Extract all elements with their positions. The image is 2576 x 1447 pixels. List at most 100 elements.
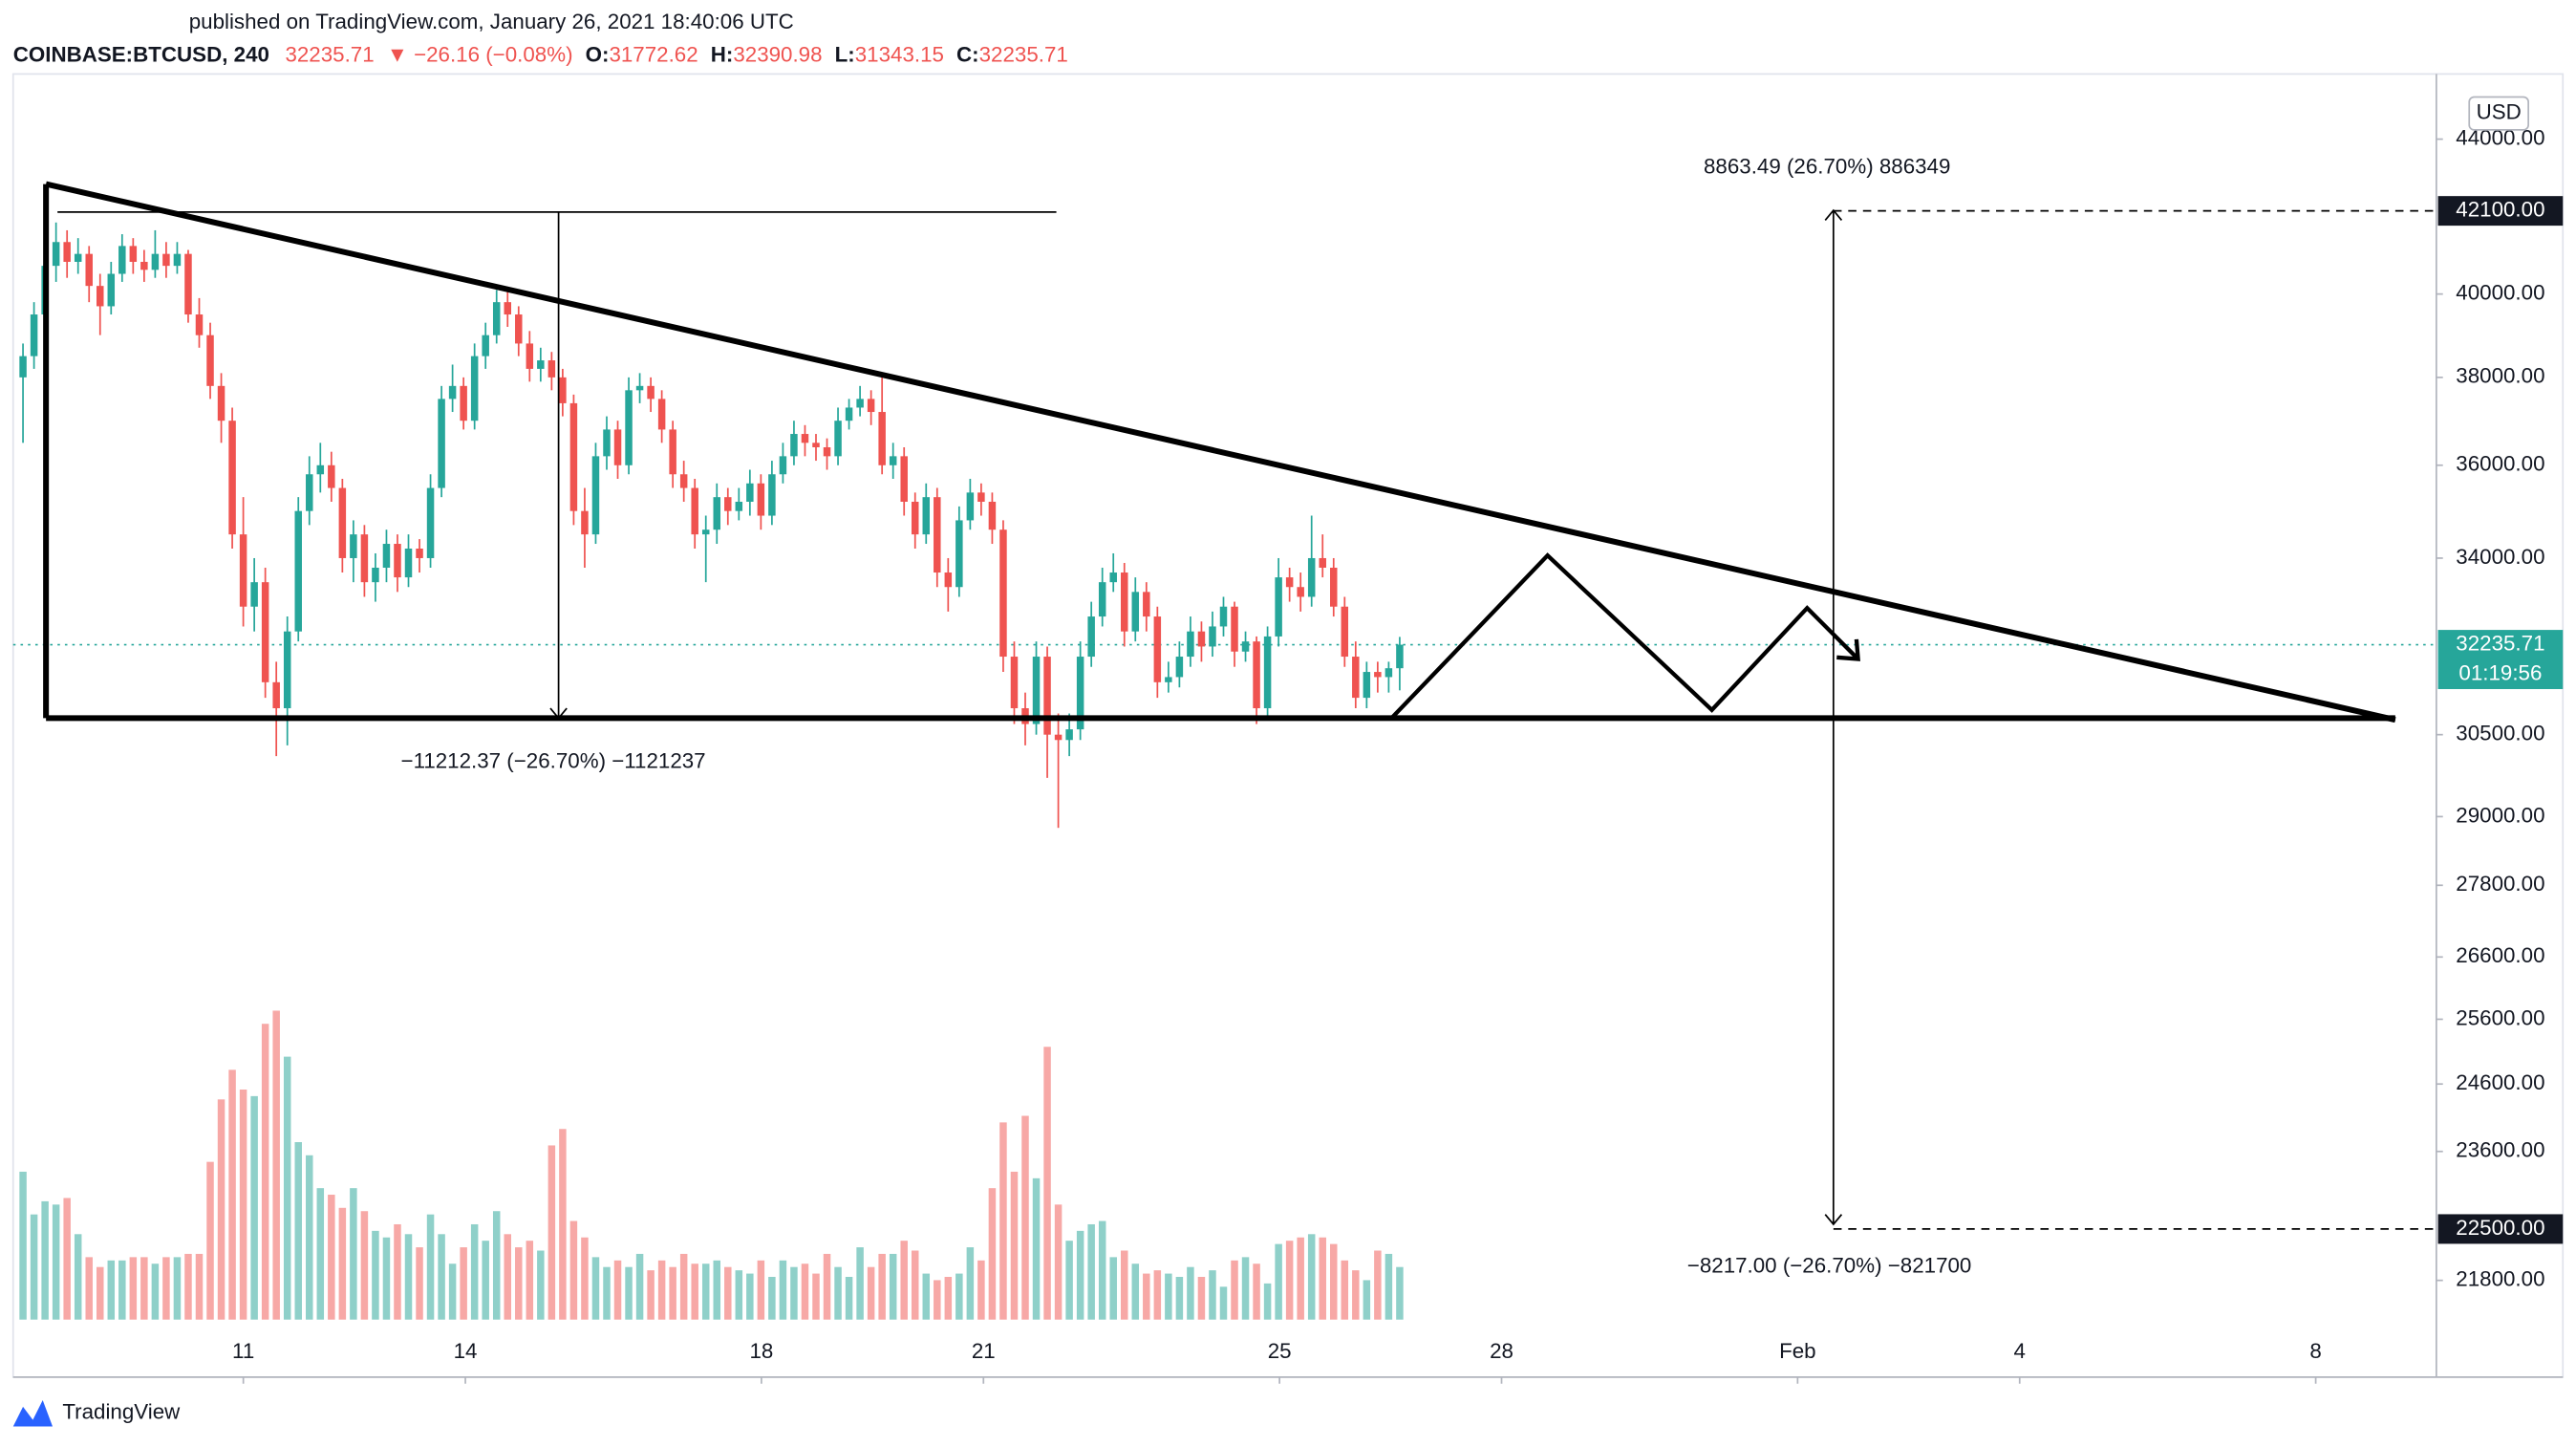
candle-body bbox=[834, 421, 842, 457]
volume-bar bbox=[679, 1253, 688, 1320]
candle-body bbox=[404, 548, 413, 578]
volume-bar bbox=[1231, 1260, 1238, 1320]
candle-body bbox=[955, 520, 963, 588]
candle-body bbox=[889, 456, 897, 465]
volume-bar bbox=[944, 1277, 953, 1320]
current-price-label: 32235.71 bbox=[2456, 631, 2544, 655]
volume-bar bbox=[74, 1234, 82, 1320]
candle-body bbox=[482, 335, 489, 356]
candle-body bbox=[107, 273, 116, 307]
volume-bar bbox=[547, 1145, 556, 1320]
candle-body bbox=[1374, 672, 1382, 678]
candle-body bbox=[1121, 572, 1128, 632]
volume-bar bbox=[1197, 1277, 1206, 1320]
legend-line: COINBASE:BTCUSD, 240 32235.71 ▼ −26.16 (… bbox=[13, 42, 1068, 66]
candle-body bbox=[74, 253, 82, 262]
volume-bar bbox=[911, 1250, 919, 1320]
candle-body bbox=[1143, 592, 1150, 617]
volume-bar bbox=[261, 1024, 269, 1320]
volume-bar bbox=[724, 1266, 732, 1320]
volume-bar bbox=[272, 1010, 280, 1320]
volume-bar bbox=[845, 1277, 853, 1320]
volume-bar bbox=[867, 1266, 875, 1320]
volume-bar bbox=[569, 1220, 578, 1320]
volume-bar bbox=[1352, 1270, 1360, 1320]
volume-bar bbox=[1143, 1273, 1150, 1320]
candle-body bbox=[52, 242, 60, 267]
volume-bar bbox=[889, 1253, 897, 1320]
volume-bar bbox=[41, 1200, 49, 1320]
symbol: COINBASE:BTCUSD, 240 bbox=[13, 42, 269, 66]
candle-body bbox=[1175, 657, 1184, 678]
x-tick-label: 28 bbox=[1490, 1339, 1513, 1363]
volume-bar bbox=[856, 1247, 864, 1320]
candle-body bbox=[1275, 577, 1282, 637]
volume-bar bbox=[1219, 1286, 1228, 1320]
volume-bar bbox=[1065, 1241, 1073, 1320]
volume-bar bbox=[1396, 1266, 1404, 1320]
candle-body bbox=[1065, 729, 1073, 741]
volume-bar bbox=[1241, 1257, 1250, 1320]
y-tick-label: 26600.00 bbox=[2456, 943, 2544, 967]
volume-bar bbox=[30, 1214, 38, 1320]
volume-bar bbox=[955, 1273, 963, 1320]
volume-bar bbox=[1010, 1171, 1019, 1320]
volume-bar bbox=[635, 1253, 644, 1320]
volume-bar bbox=[735, 1270, 743, 1320]
volume-bar bbox=[283, 1056, 291, 1320]
open-label: O: bbox=[586, 42, 610, 66]
volume-bar bbox=[306, 1155, 313, 1320]
volume-bar bbox=[372, 1230, 379, 1320]
candle-body bbox=[470, 356, 479, 421]
candle-body bbox=[1241, 641, 1250, 652]
pane-frame bbox=[11, 73, 2565, 1378]
candle-body bbox=[1032, 657, 1041, 724]
countdown-label: 01:19:56 bbox=[2458, 660, 2542, 684]
candle-body bbox=[1076, 657, 1084, 730]
currency-label: USD bbox=[2477, 100, 2522, 124]
candle-body bbox=[647, 385, 655, 400]
candle-body bbox=[19, 356, 27, 378]
volume-bar bbox=[1043, 1047, 1051, 1320]
volume-bar bbox=[613, 1260, 622, 1320]
volume-bar bbox=[470, 1223, 479, 1320]
volume-bar bbox=[97, 1266, 104, 1320]
volume-bar bbox=[492, 1211, 501, 1320]
volume-bar bbox=[779, 1260, 787, 1320]
volume-bar bbox=[647, 1270, 655, 1320]
change: ▼ −26.16 (−0.08%) bbox=[387, 42, 573, 66]
annotation: 8863.49 (26.70%) 886349 bbox=[1704, 154, 1950, 178]
candle-body bbox=[999, 529, 1007, 658]
volume-bar bbox=[1098, 1220, 1106, 1320]
volume-bar bbox=[591, 1257, 600, 1320]
candle-body bbox=[394, 544, 401, 578]
volume-bar bbox=[416, 1247, 423, 1320]
logo-icon bbox=[12, 1399, 54, 1427]
candle-body bbox=[944, 572, 953, 588]
volume-bar bbox=[1297, 1237, 1304, 1320]
volume-bar bbox=[966, 1247, 975, 1320]
volume-bar bbox=[140, 1257, 148, 1320]
candle-body bbox=[1043, 657, 1051, 735]
currency-box bbox=[2468, 96, 2529, 131]
volume-bar bbox=[1319, 1237, 1326, 1320]
candle-body bbox=[1219, 606, 1228, 627]
volume-bar bbox=[328, 1195, 335, 1320]
x-tick-label: 18 bbox=[749, 1339, 773, 1363]
volume-bar bbox=[294, 1142, 302, 1320]
low: 31343.15 bbox=[855, 42, 944, 66]
candle-body bbox=[1263, 636, 1272, 709]
volume-bar bbox=[1363, 1280, 1371, 1320]
candle-body bbox=[151, 253, 160, 270]
high: 32390.98 bbox=[733, 42, 822, 66]
close: 32235.71 bbox=[979, 42, 1068, 66]
candle-body bbox=[977, 492, 985, 502]
volume-bar bbox=[504, 1234, 511, 1320]
candle-body bbox=[261, 582, 269, 682]
candle-body bbox=[867, 399, 875, 413]
candle-body bbox=[537, 360, 545, 369]
logo: TradingView bbox=[12, 1399, 181, 1427]
candle-body bbox=[129, 246, 138, 262]
volume-bar bbox=[63, 1198, 71, 1320]
candle-body bbox=[526, 343, 534, 369]
